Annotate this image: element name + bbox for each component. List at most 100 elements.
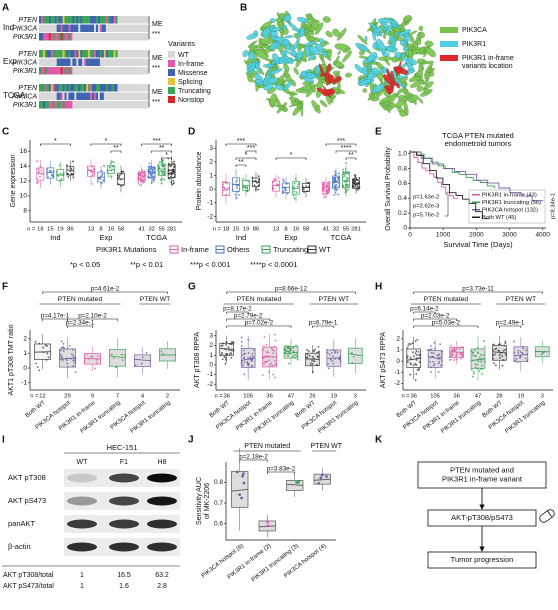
heatmap-cell (72, 84, 75, 92)
jitter-dot (172, 180, 175, 182)
jitter-dot (148, 168, 151, 171)
jitter-dot (152, 180, 155, 182)
quant-value: 1 (80, 572, 84, 579)
heatmap-cell (64, 67, 67, 75)
heatmap-cell (117, 67, 120, 75)
heatmap-cell (113, 101, 116, 109)
jitter-dot (151, 168, 154, 171)
jitter-dot (141, 174, 144, 177)
heatmap-cell (66, 16, 69, 24)
jitter-dot (291, 187, 294, 190)
jitter-dot (273, 180, 275, 182)
heatmap-cell (62, 16, 65, 24)
jitter-dot (137, 182, 140, 184)
n-label: 8 (284, 227, 287, 233)
jitter-dot (142, 181, 145, 184)
heatmap-cell (125, 92, 128, 100)
significance-key: ***p < 0.001 (190, 260, 230, 269)
jitter-dot (120, 173, 123, 175)
y-tick-label: 1 (23, 350, 27, 357)
structure-coil (403, 39, 408, 51)
heatmap-cell (121, 67, 124, 75)
heatmap-cell (39, 101, 42, 109)
group-label: TCGA (146, 233, 167, 242)
heatmap-cell (127, 58, 130, 66)
jitter-dot (143, 175, 146, 178)
heatmap-cell (111, 84, 114, 92)
heatmap-cell (121, 92, 124, 100)
y-tick-label: 0.4 (398, 195, 407, 202)
heatmap-cell (127, 92, 130, 100)
heatmap-cell (66, 50, 69, 58)
jitter-dot (160, 350, 163, 353)
jitter-dot (119, 178, 122, 181)
heatmap-cell (66, 58, 69, 66)
heatmap-cell (141, 84, 144, 92)
structure-coil (319, 99, 328, 108)
heatmap-cell (125, 50, 128, 58)
heatmap-cell (125, 58, 128, 66)
structure-coil (384, 22, 393, 36)
n-label: 9 (91, 394, 94, 400)
jitter-dot (38, 342, 41, 345)
jitter-dot (504, 348, 507, 351)
survival-curve (410, 151, 458, 199)
x-tick-label: 2000 (469, 232, 484, 239)
jitter-dot (293, 187, 295, 189)
panel-label: A (2, 3, 9, 14)
heatmap-cell (101, 16, 105, 24)
heatmap-cell (50, 50, 53, 58)
x-tick-label: PIK3R1 truncating (317, 400, 359, 435)
jitter-dot (120, 185, 122, 187)
significance-label: *** (237, 138, 245, 145)
jitter-dot (143, 178, 146, 180)
heatmap-cell (46, 67, 50, 75)
jitter-dot (412, 364, 415, 367)
heatmap-cell (107, 92, 110, 100)
jitter-dot (295, 344, 297, 347)
heatmap-cell (133, 16, 136, 24)
heatmap-cell (66, 101, 69, 109)
jitter-dot (240, 340, 243, 343)
jitter-dot (429, 360, 431, 363)
jitter-dot (281, 192, 284, 195)
jitter-dot (59, 349, 62, 352)
structure-coil (386, 45, 394, 53)
heatmap-cell (103, 16, 106, 24)
heatmap-cell (145, 33, 148, 41)
n-label: 16 (293, 227, 299, 233)
jitter-dot (160, 165, 163, 167)
jitter-dot (106, 171, 109, 174)
jitter-dot (67, 173, 70, 176)
jitter-dot (86, 167, 89, 169)
heatmap-cell (48, 92, 51, 100)
n-label: 15 (233, 227, 239, 233)
jitter-dot (52, 170, 55, 173)
jitter-dot (476, 351, 479, 354)
bracket (151, 150, 172, 153)
heatmap-cell (74, 58, 77, 66)
y-tick-label: 1 (209, 172, 213, 179)
jitter-dot (458, 347, 461, 350)
structure-coil (418, 97, 424, 104)
jitter-dot (262, 348, 265, 351)
jitter-dot (62, 173, 65, 176)
heatmap-cell (109, 24, 112, 32)
jitter-dot (408, 343, 411, 345)
heatmap-cell (42, 33, 46, 41)
jitter-dot (345, 180, 348, 183)
jitter-dot (103, 165, 105, 168)
jitter-dot (265, 343, 268, 346)
jitter-dot (242, 364, 244, 367)
heatmap-cell (101, 101, 105, 109)
jitter-dot (90, 168, 92, 171)
n-prefix: n = (401, 394, 410, 400)
n-label: 58 (303, 227, 309, 233)
jitter-dot (498, 356, 501, 359)
heatmap-cell (52, 58, 55, 66)
heatmap-cell (111, 101, 114, 109)
jitter-dot (161, 172, 164, 175)
heatmap-cell (84, 101, 87, 109)
heatmap-cell (70, 101, 73, 109)
jitter-dot (271, 364, 274, 367)
